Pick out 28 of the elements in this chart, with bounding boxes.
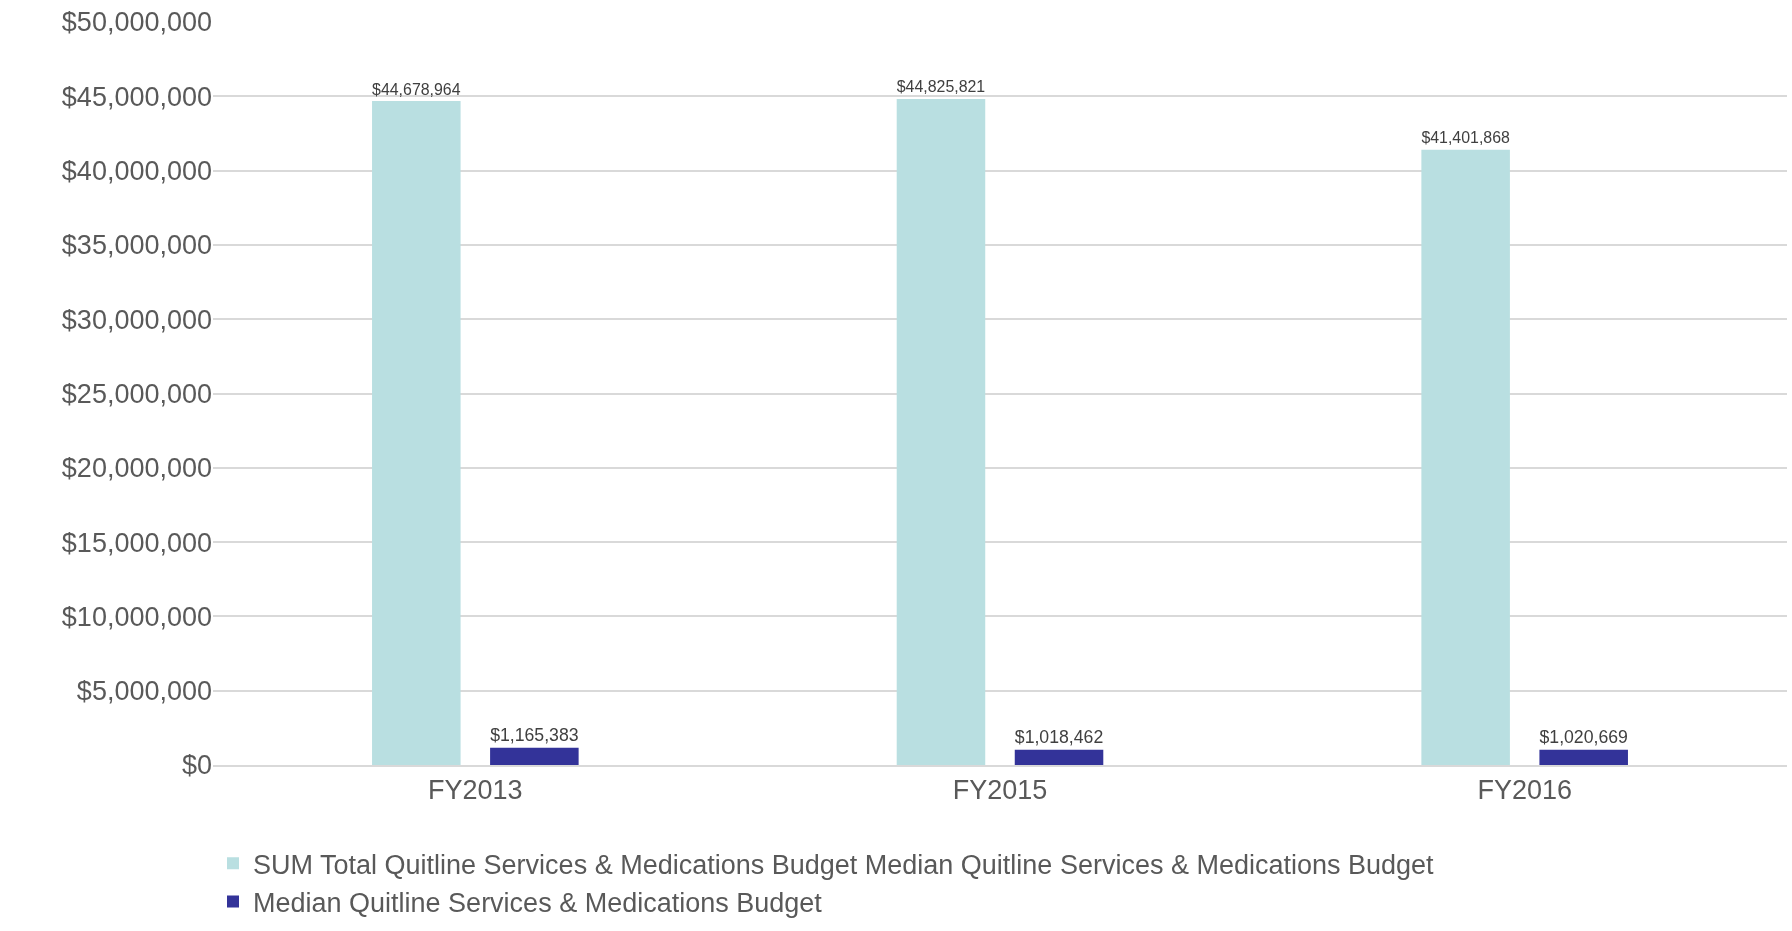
data-label: $41,401,868 (1421, 129, 1511, 147)
data-label: $1,018,462 (1014, 726, 1104, 747)
x-tick-label: FY2013 (428, 775, 523, 806)
y-tick-label: $45,000,000 (61, 81, 212, 112)
x-tick-label: FY2016 (1477, 775, 1572, 806)
data-label: $1,020,669 (1539, 726, 1628, 747)
data-label: $1,165,383 (490, 724, 579, 745)
bar (1539, 749, 1628, 765)
y-tick-label: $30,000,000 (61, 304, 212, 335)
y-tick-label: $15,000,000 (61, 527, 212, 558)
y-tick-label: $0 (181, 750, 212, 781)
x-tick-label: FY2015 (952, 775, 1048, 806)
legend-label: Median Quitline Services & Medications Budget (253, 887, 823, 918)
bar (372, 101, 461, 765)
y-tick-label: $20,000,000 (61, 453, 212, 484)
y-tick-label: $10,000,000 (61, 601, 212, 632)
bar (896, 98, 986, 765)
data-label: $44,678,964 (372, 80, 461, 98)
y-tick-label: $25,000,000 (61, 378, 212, 409)
y-tick-label: $50,000,000 (61, 7, 212, 38)
bar (490, 747, 579, 765)
y-tick-label: $35,000,000 (61, 230, 212, 261)
bar (1014, 749, 1104, 765)
y-tick-label: $40,000,000 (61, 156, 212, 187)
data-label: $44,825,821 (896, 78, 986, 96)
legend-label: SUM Total Quitline Services & Medications Budget Median Quitline Services & Medications Budget (253, 849, 1435, 880)
y-tick-label: $5,000,000 (76, 676, 212, 707)
bar (1421, 149, 1510, 765)
